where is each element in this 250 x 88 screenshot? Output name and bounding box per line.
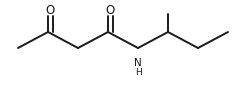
Text: O: O [106,4,115,17]
Text: O: O [46,4,55,17]
Text: N: N [134,58,142,68]
Text: H: H [134,68,141,77]
